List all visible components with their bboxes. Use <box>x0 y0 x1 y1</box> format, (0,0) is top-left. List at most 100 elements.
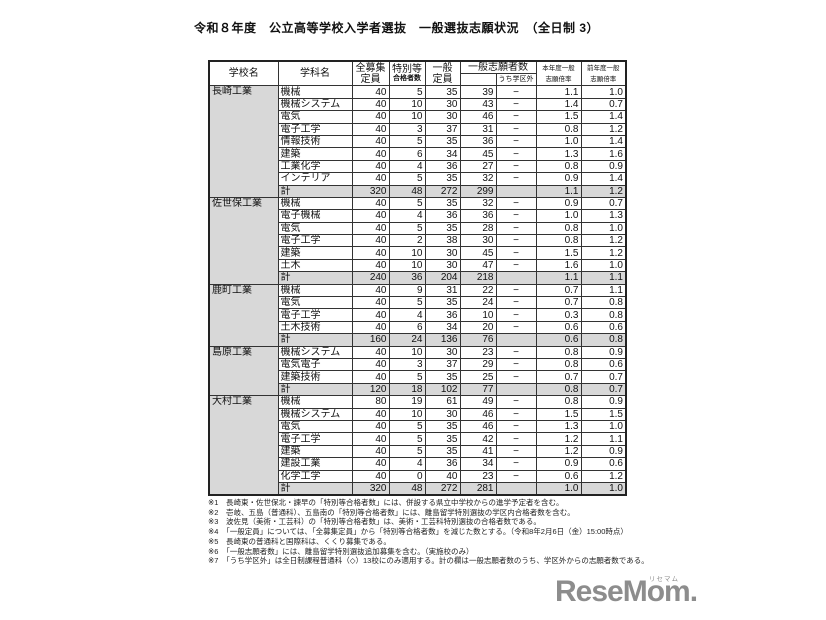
total-capacity-cell: 40 <box>351 221 390 236</box>
table-row: 大村工業 機械 80 19 61 49−0.8 0.9 <box>208 395 627 496</box>
out-of-district-cell <box>495 271 537 285</box>
total-capacity-cell: 120 <box>351 382 390 397</box>
general-quota-cell: 102 <box>424 382 461 397</box>
dept-cell: 機械 <box>277 196 353 211</box>
out-of-district-cell: − <box>495 345 537 360</box>
total-capacity-cell: 40 <box>351 432 390 446</box>
ratio-prev-year-cell: 1.0 <box>580 221 627 236</box>
general-quota-cell: 37 <box>424 357 461 372</box>
applicants-cell: 29 <box>459 357 497 372</box>
footnote: ※7 「うち学区外」は全日制課程普通科（◇）13校にのみ適用する。計の欄は一般志… <box>208 556 649 566</box>
out-of-district-cell: − <box>495 469 537 483</box>
ratio-prev-year-cell: 1.6 <box>580 147 627 161</box>
dept-cell: 建築 <box>277 246 353 260</box>
general-quota-cell: 36 <box>424 209 461 223</box>
total-capacity-cell: 40 <box>351 159 390 174</box>
dept-cell: 機械 <box>277 283 353 298</box>
out-of-district-cell: − <box>495 357 537 372</box>
ratio-this-year-cell: 1.5 <box>535 407 582 421</box>
general-quota-cell: 36 <box>424 159 461 174</box>
ratio-prev-year-cell: 1.5 <box>580 407 627 421</box>
ratio-this-year-cell: 1.5 <box>535 110 582 124</box>
total-capacity-cell: 40 <box>351 147 390 161</box>
applicants-cell: 23 <box>459 469 497 483</box>
applicants-cell: 43 <box>459 97 497 112</box>
special-pass-cell: 10 <box>388 345 426 360</box>
applicants-cell: 27 <box>459 159 497 174</box>
out-of-district-cell: − <box>495 296 537 310</box>
ratio-this-year-cell: 1.3 <box>535 147 582 161</box>
ratio-prev-year-cell: 1.3 <box>580 209 627 223</box>
resemom-logo: リセマム ReseMom. <box>555 572 705 614</box>
special-pass-cell: 36 <box>388 271 426 285</box>
total-capacity-cell: 40 <box>351 258 390 273</box>
dept-cell: 建築技術 <box>277 370 353 384</box>
general-quota-cell: 30 <box>424 258 461 273</box>
ratio-prev-year-cell: 0.9 <box>580 345 627 360</box>
dept-cell: 機械システム <box>277 97 353 112</box>
applicants-cell: 218 <box>459 271 497 285</box>
ratio-prev-year-cell: 0.7 <box>580 370 627 384</box>
ratio-this-year-cell: 0.8 <box>535 234 582 248</box>
general-quota-cell: 35 <box>424 370 461 384</box>
dept-cell: 電子工学 <box>277 432 353 446</box>
ratio-prev-year-cell: 1.4 <box>580 172 627 186</box>
page-title: 令和８年度 公立高等学校入学者選抜 一般選抜志願状況 （全日制 3） <box>194 21 600 35</box>
out-of-district-cell: − <box>495 172 537 186</box>
school-name-cell: 長崎工業 <box>208 85 279 198</box>
dept-cell: 計 <box>277 184 353 198</box>
out-of-district-cell: − <box>495 209 537 223</box>
footnote: ※1 長崎東・佐世保北・諫早の「特別等合格者数」には、併設する県立中学校からの進… <box>208 498 564 507</box>
table-row: 鹿町工業 機械 40 9 31 22−0.7 1.1 <box>208 283 627 347</box>
header-out-of-district: うち学区外 <box>495 72 537 87</box>
table-row: 建築 40 10 30 45−1.5 1.2 <box>209 246 627 260</box>
school-name-cell: 島原工業 <box>208 345 279 397</box>
general-quota-cell: 35 <box>424 172 461 186</box>
total-capacity-cell: 40 <box>351 357 390 372</box>
out-of-district-cell: − <box>495 320 537 335</box>
resemom-logo-ruby: リセマム <box>649 576 679 583</box>
ratio-this-year-cell: 0.7 <box>535 296 582 310</box>
table-row: 電子工学 40 2 38 30−0.8 1.2 <box>209 234 627 248</box>
total-capacity-cell: 40 <box>351 419 390 434</box>
total-capacity-cell: 40 <box>351 134 390 149</box>
table-row: 情報技術 40 5 35 36−1.0 1.4 <box>209 134 627 149</box>
general-quota-cell: 36 <box>424 457 461 471</box>
ratio-this-year-cell: 1.2 <box>535 432 582 446</box>
dept-cell: 電気 <box>277 221 353 236</box>
ratio-prev-year-cell: 0.8 <box>580 308 627 322</box>
out-of-district-cell: − <box>495 234 537 248</box>
general-quota-cell: 61 <box>424 395 461 409</box>
ratio-this-year-cell: 0.7 <box>535 370 582 384</box>
ratio-this-year-cell: 0.9 <box>535 457 582 471</box>
general-quota-cell: 34 <box>424 147 461 161</box>
applicants-cell: 41 <box>459 444 497 459</box>
dept-cell: 電気電子 <box>277 357 353 372</box>
dept-cell: 情報技術 <box>277 134 353 149</box>
special-pass-cell: 5 <box>388 221 426 236</box>
applicants-cell: 77 <box>459 382 497 397</box>
dept-cell: 計 <box>277 271 353 285</box>
ratio-this-year-cell: 0.7 <box>535 283 582 298</box>
dept-cell: 土木技術 <box>277 320 353 335</box>
total-row: 計 320 48 272 281 1.0 1.0 <box>209 481 627 496</box>
total-capacity-cell: 160 <box>351 333 390 347</box>
table-row: 電子工学 40 3 37 31−0.8 1.2 <box>209 122 627 136</box>
special-pass-cell: 4 <box>388 159 426 174</box>
applicants-cell: 46 <box>459 407 497 421</box>
ratio-prev-year-cell: 1.4 <box>580 134 627 149</box>
out-of-district-cell: − <box>495 147 537 161</box>
special-pass-cell: 3 <box>388 357 426 372</box>
header-applicants-blank <box>459 72 497 87</box>
footnote: ※2 壱岐、五島（普通科）、五島南の「特別等合格者数」には、離島留学特別選抜の学… <box>208 507 575 517</box>
total-capacity-cell: 40 <box>351 234 390 248</box>
table-row: インテリア 40 5 35 32−0.9 1.4 <box>209 172 627 186</box>
special-pass-cell: 6 <box>388 147 426 161</box>
school-name-cell: 鹿町工業 <box>208 283 279 347</box>
ratio-this-year-cell: 0.6 <box>535 333 582 347</box>
footnotes: ※1 長崎東・佐世保北・諫早の「特別等合格者数」には、併設する県立中学校からの進… <box>208 498 678 566</box>
table-row: 電子工学 40 5 35 42−1.2 1.1 <box>209 432 627 446</box>
total-capacity-cell: 40 <box>351 122 390 136</box>
general-quota-cell: 35 <box>424 444 461 459</box>
footnote: ※5 長崎東の普通科と国際科は、くくり募集である。 <box>208 536 391 546</box>
